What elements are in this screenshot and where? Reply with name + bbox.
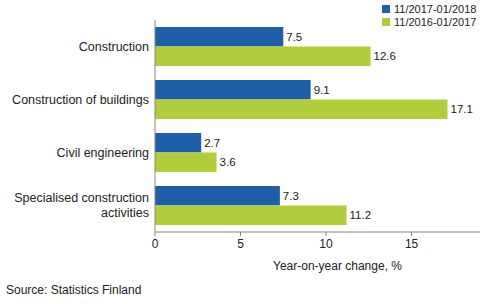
bar [155, 100, 448, 120]
legend-swatch [382, 5, 390, 13]
legend-label: 11/2017-01/2018 [394, 3, 476, 15]
category-label: Specialised constructionactivities [14, 191, 149, 220]
data-labels: 7.5 9.1 2.7 7.3 12.6 17.1 3.6 11.2 [204, 31, 473, 222]
bar [155, 47, 371, 67]
bar [155, 133, 201, 153]
bar [155, 206, 347, 226]
tick [326, 232, 327, 236]
tick-label: 10 [319, 237, 333, 251]
category-label: Construction [79, 40, 149, 54]
data-label: 17.1 [451, 103, 473, 115]
category-label: Construction of buildings [12, 93, 149, 107]
bar [155, 153, 217, 173]
bar [155, 80, 311, 100]
tick-label: 15 [405, 237, 419, 251]
legend-label: 11/2016-01/2017 [394, 16, 476, 28]
axis-line [155, 20, 156, 232]
data-label: 7.5 [286, 31, 302, 43]
data-label: 11.2 [350, 209, 372, 221]
bar [155, 186, 280, 206]
category-label: Civil engineering [57, 146, 149, 160]
chart: 7.5 9.1 2.7 7.3 12.6 17.1 3.6 11.2 0 5 10 15Year-on… [0, 0, 493, 304]
tick-label: 5 [237, 237, 244, 251]
legend: 11/2017-01/201811/2016-01/2017 [382, 3, 476, 28]
data-label: 12.6 [374, 50, 396, 62]
tick-label: 0 [152, 237, 159, 251]
data-label: 3.6 [220, 156, 236, 168]
tick [240, 232, 241, 236]
legend-swatch [382, 18, 390, 26]
data-label: 9.1 [314, 84, 330, 96]
data-label: 2.7 [204, 137, 220, 149]
bar [155, 27, 283, 47]
bars [155, 27, 448, 225]
tick [411, 232, 412, 236]
tick [155, 232, 156, 236]
source-note: Source: Statistics Finland [6, 283, 141, 297]
axis-line [155, 232, 480, 233]
data-label: 7.3 [283, 190, 299, 202]
axis-label: Year-on-year change, % [273, 259, 402, 273]
